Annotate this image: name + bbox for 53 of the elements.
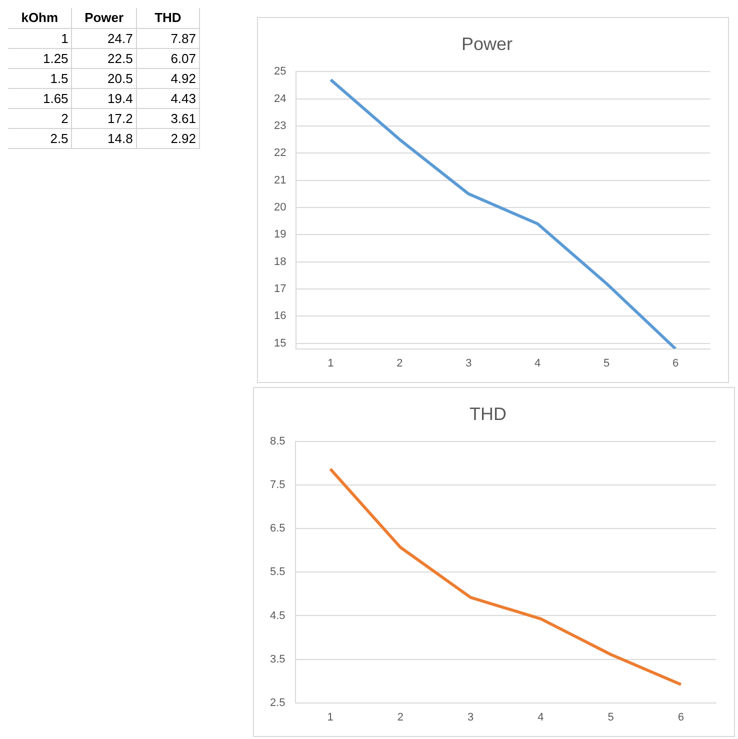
y-tick-label: 16: [274, 310, 286, 322]
y-tick-label: 23: [274, 120, 286, 132]
text: 22.5: [72, 48, 136, 68]
text: 2.92: [136, 128, 200, 148]
y-tick-label: 19: [274, 228, 286, 241]
y-tick-label: 8.5: [270, 436, 286, 448]
x-tick-label: 2: [397, 711, 404, 724]
x-tick-label: 4: [534, 357, 541, 370]
text: 4.92: [136, 68, 200, 88]
y-tick-label: 18: [274, 256, 286, 268]
y-tick-label: 4.5: [270, 610, 286, 622]
x-tick-label: 2: [396, 357, 403, 370]
text: Power: [72, 8, 136, 28]
text: 20.5: [72, 68, 136, 88]
text: 3.61: [136, 108, 200, 128]
text: 6.07: [136, 48, 200, 68]
text: THD: [136, 8, 200, 28]
y-tick-label: 5.5: [270, 566, 286, 578]
y-tick-label: 6.5: [270, 522, 286, 535]
text: 19.4: [72, 88, 136, 108]
text: 4.43: [136, 88, 200, 108]
y-tick-label: 20: [274, 202, 286, 214]
text: kOhm: [8, 8, 72, 28]
y-tick-label: 22: [274, 147, 286, 160]
x-tick-label: 3: [468, 711, 474, 724]
text: 24.7: [72, 28, 136, 48]
text: 1.5: [8, 68, 72, 88]
chart-title: Power: [461, 34, 513, 54]
x-tick-label: 1: [328, 357, 334, 370]
y-tick-label: 3.5: [270, 653, 286, 666]
text: 2.5: [8, 128, 72, 148]
chart-title: THD: [470, 404, 506, 424]
text: 14.8: [72, 128, 136, 148]
text: 1.25: [8, 48, 72, 68]
y-tick-label: 7.5: [270, 479, 286, 492]
y-tick-label: 24: [274, 92, 286, 105]
y-tick-label: 21: [274, 174, 286, 186]
text: 17.2: [72, 108, 136, 128]
x-tick-label: 3: [466, 357, 472, 370]
x-tick-label: 5: [608, 711, 614, 724]
text: 2: [8, 108, 72, 128]
text: 1: [8, 28, 72, 48]
x-tick-label: 6: [678, 711, 684, 724]
y-tick-label: 15: [274, 337, 286, 350]
x-tick-label: 6: [672, 357, 679, 370]
x-tick-label: 4: [538, 711, 544, 724]
text: 7.87: [136, 28, 200, 48]
x-tick-label: 5: [603, 357, 610, 370]
x-tick-label: 1: [327, 711, 334, 724]
y-tick-label: 2.5: [270, 696, 286, 709]
y-tick-label: 25: [274, 66, 286, 78]
y-tick-label: 17: [274, 283, 286, 296]
text: 1.65: [8, 88, 72, 108]
